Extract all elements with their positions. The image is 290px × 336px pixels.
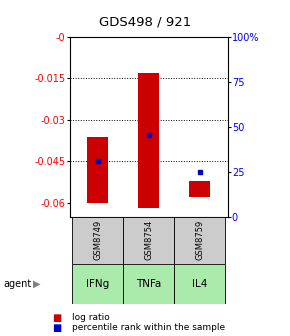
Text: GSM8754: GSM8754 (144, 220, 153, 260)
Text: GDS498 / 921: GDS498 / 921 (99, 15, 191, 28)
FancyBboxPatch shape (123, 217, 174, 264)
FancyBboxPatch shape (123, 264, 174, 304)
Text: agent: agent (3, 279, 31, 289)
FancyBboxPatch shape (72, 264, 123, 304)
Text: log ratio: log ratio (72, 313, 110, 322)
FancyBboxPatch shape (174, 217, 225, 264)
Text: IL4: IL4 (192, 279, 207, 289)
Bar (189, 181, 210, 197)
Text: GSM8749: GSM8749 (93, 220, 102, 260)
Bar (87, 136, 108, 203)
Text: TNFa: TNFa (136, 279, 161, 289)
FancyBboxPatch shape (174, 264, 225, 304)
Text: GSM8759: GSM8759 (195, 220, 204, 260)
Text: percentile rank within the sample: percentile rank within the sample (72, 323, 226, 332)
FancyBboxPatch shape (72, 217, 123, 264)
Text: IFNg: IFNg (86, 279, 109, 289)
Text: ■: ■ (52, 323, 61, 333)
Bar (138, 73, 159, 208)
Text: ▶: ▶ (33, 279, 41, 289)
Text: ■: ■ (52, 312, 61, 323)
